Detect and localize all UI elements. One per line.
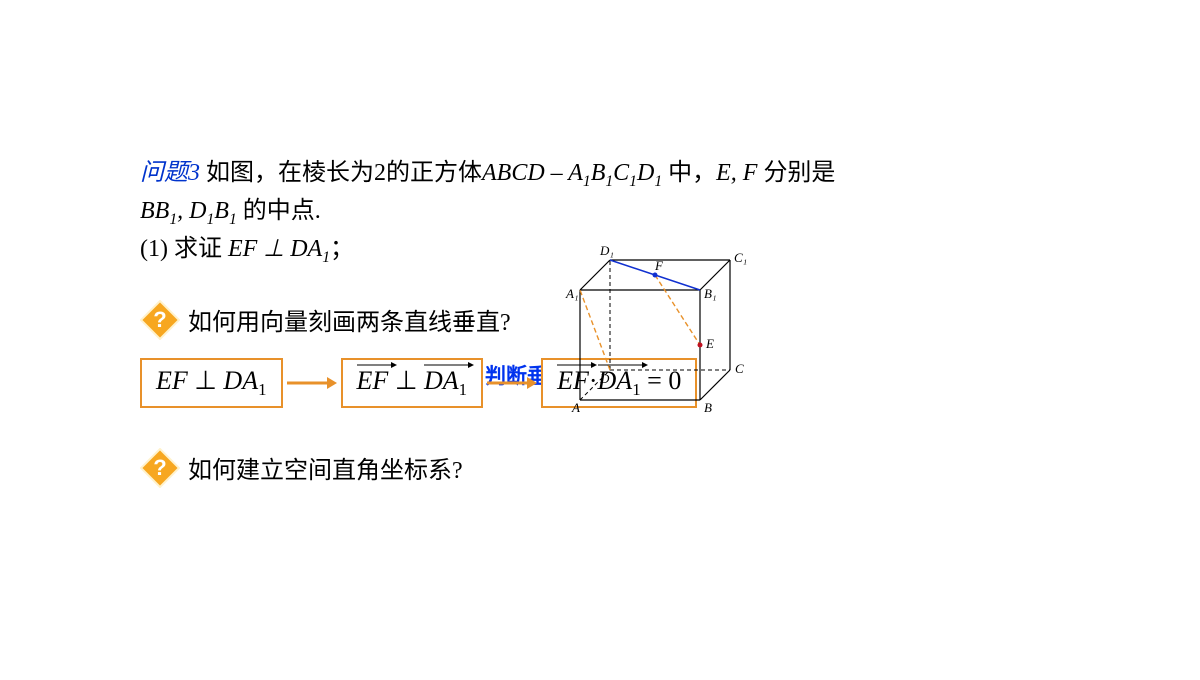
svg-text:?: ? xyxy=(153,307,166,332)
vec-EF: EF xyxy=(357,366,389,396)
lbl-B1: B₁ xyxy=(704,286,716,301)
question-2-text: 如何建立空间直角坐标系? xyxy=(188,450,463,485)
lbl-C: C xyxy=(735,361,744,376)
flow-box-1: EF ⊥ DA1 xyxy=(140,358,283,408)
lbl-F: F xyxy=(654,258,664,273)
svg-text:?: ? xyxy=(153,455,166,480)
prob-line2-b: 的中点. xyxy=(237,198,321,224)
lbl-B: B xyxy=(704,400,712,415)
flow-arrow-2 xyxy=(487,376,537,390)
problem-label: 问题3 xyxy=(140,160,200,186)
question-2-row: ? 如何建立空间直角坐标系? xyxy=(140,448,1060,488)
prob-text-2: 中， xyxy=(662,160,716,186)
problem-line-1: 问题3 如图，在棱长为2的正方体ABCD – A1B1C1D1 中，E, F 分… xyxy=(140,155,1060,193)
lbl-A: A xyxy=(571,400,580,415)
lbl-A1: A₁ xyxy=(565,286,578,301)
lbl-E: E xyxy=(705,336,714,351)
lbl-D: D xyxy=(599,371,610,386)
cube-diagram: A B C D A₁ B₁ C₁ D₁ E F xyxy=(560,220,760,425)
flow-arrow-1 xyxy=(287,376,337,390)
question-icon: ? xyxy=(140,300,180,340)
vec-DA1: DA1 xyxy=(424,366,467,400)
box1-da: DA1 xyxy=(223,366,266,395)
lbl-C1: C₁ xyxy=(734,250,747,265)
EF-vars: E, F xyxy=(716,160,757,186)
slide-content: 问题3 如图，在棱长为2的正方体ABCD – A1B1C1D1 中，E, F 分… xyxy=(140,155,1060,488)
flow-box-2: EF ⊥ DA1 xyxy=(341,358,484,408)
part1-end: ； xyxy=(330,236,354,262)
part1-claim: EF ⊥ DA1 xyxy=(228,236,330,262)
cube-name: ABCD – A1B1C1D1 xyxy=(482,160,662,186)
question-1-text: 如何用向量刻画两条直线垂直? xyxy=(188,302,511,337)
prob-text-3: 分别是 xyxy=(757,160,835,186)
lbl-D1: D₁ xyxy=(599,243,614,258)
midpoints: BB1, D1B1 xyxy=(140,198,237,224)
part1-label: (1) 求证 xyxy=(140,236,228,262)
question-icon-2: ? xyxy=(140,448,180,488)
prob-text-1: 如图，在棱长为2的正方体 xyxy=(200,160,482,186)
